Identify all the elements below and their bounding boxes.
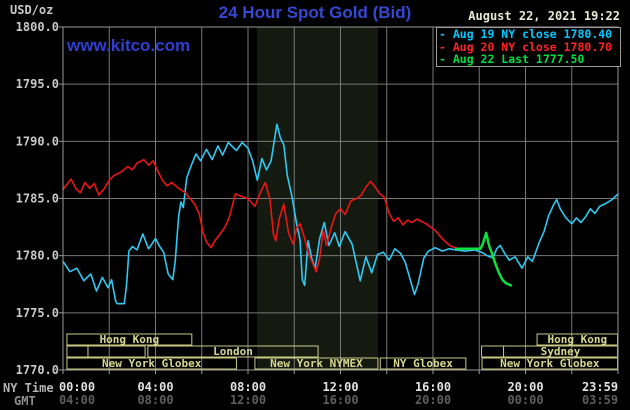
legend-item-aug19: - Aug 19 NY close 1780.40 [439, 27, 613, 41]
session-box [66, 345, 89, 358]
y-axis-label: 1795.0 [16, 77, 59, 91]
legend-item-aug22: - Aug 22 Last 1777.50 [439, 52, 585, 67]
page-title: 24 Hour Spot Gold (Bid) [218, 3, 412, 22]
session-label: New York Globex [102, 357, 202, 370]
session-box [87, 345, 146, 358]
chart-legend: - Aug 19 NY close 1780.40 - Aug 20 NY cl… [436, 27, 621, 67]
x-axis-label-ny: 12:00 [322, 380, 358, 394]
kitco-watermark: www.kitco.com [67, 36, 191, 55]
session-box [66, 333, 193, 346]
session-box [66, 357, 237, 370]
session-box [481, 345, 505, 358]
x-axis-label-ny: 23:59 [582, 380, 618, 394]
x-axis-label-gmt: 16:00 [322, 393, 358, 407]
y-axis-label: 1770.0 [16, 363, 59, 377]
session-label: New York NYMEX [270, 357, 363, 370]
x-axis-label-gmt: 04:00 [59, 393, 95, 407]
datetime-label: August 22, 2021 19:22 [468, 9, 620, 23]
series-aug-19 [62, 123, 619, 305]
x-axis-label-gmt: 20:00 [415, 393, 451, 407]
session-label: Sydney [541, 345, 581, 358]
x-axis-label-ny: 16:00 [415, 380, 451, 394]
y-axis-label: 1800.0 [16, 20, 59, 34]
session-box [254, 357, 379, 370]
y-axis-label: 1790.0 [16, 134, 59, 148]
x-axis-label-ny: 04:00 [137, 380, 173, 394]
x-axis-label-ny: 00:00 [59, 380, 95, 394]
x-axis-label-ny: 20:00 [507, 380, 543, 394]
series-aug-20 [62, 158, 457, 273]
x-axis-label-gmt: 08:00 [137, 393, 173, 407]
x-axis-label-gmt: 03:59 [582, 393, 618, 407]
x-axis-label-ny: 08:00 [230, 380, 266, 394]
y-axis-label: 1780.0 [16, 249, 59, 263]
session-label: London [213, 345, 253, 358]
x-axis-label-gmt: 00:00 [507, 393, 543, 407]
y-axis-label: 1775.0 [16, 306, 59, 320]
ny-time-axis-caption: NY Time [3, 381, 54, 395]
session-label: Hong Kong [547, 333, 607, 346]
session-box [379, 357, 467, 370]
session-label: Hong Kong [100, 333, 160, 346]
gmt-axis-caption: GMT [14, 394, 36, 408]
session-label: NY Globex [393, 357, 453, 370]
series-aug-22 [454, 231, 513, 287]
session-label: New York Globex [500, 357, 600, 370]
y-axis-label: 1785.0 [16, 192, 59, 206]
session-box [147, 345, 319, 358]
x-axis-label-gmt: 12:00 [230, 393, 266, 407]
unit-label: USD/oz [10, 3, 54, 17]
legend-item-aug20: - Aug 20 NY close 1780.70 [439, 39, 613, 54]
